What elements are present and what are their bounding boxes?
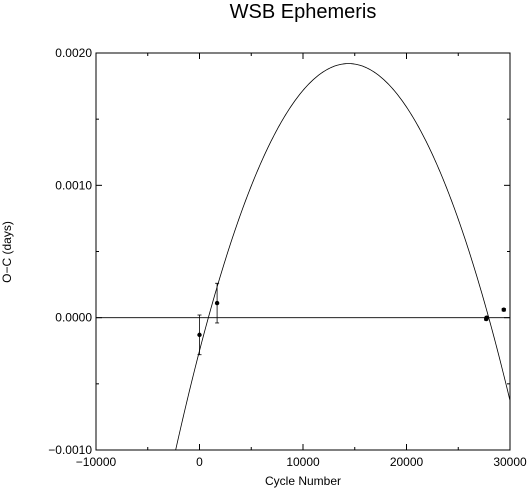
plot-frame [95,52,511,451]
data-point [484,315,489,320]
chart-title: WSB Ephemeris [230,1,377,23]
plot-points [197,282,506,356]
data-point [214,300,220,306]
x-tick-label: 0 [196,455,203,469]
x-tick-label: −10000 [76,455,117,469]
y-tick-label: 0.0020 [55,46,92,60]
data-point [197,332,202,338]
y-axis: −0.0010 0.0000 0.0010 0.0020 [48,46,510,457]
model-curve [175,63,511,450]
y-tick-label: 0.0000 [55,311,92,325]
y-axis-label: O−C (days) [0,221,14,283]
x-tick-label: 10000 [286,455,320,469]
y-tick-label: 0.0010 [55,178,92,192]
data-point [501,307,506,312]
y-tick-label: −0.0010 [48,443,92,457]
plot-lines [96,63,511,450]
x-tick-label: 20000 [390,455,424,469]
x-axis: −10000 0 10000 20000 30000 [76,53,527,469]
x-axis-label: Cycle Number [265,474,341,488]
x-tick-label: 30000 [493,455,527,469]
